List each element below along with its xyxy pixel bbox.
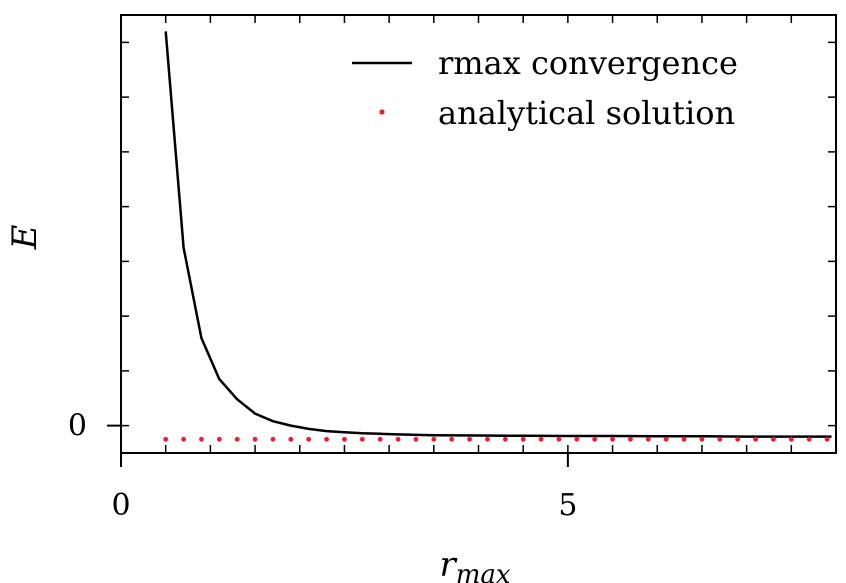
- series-point-analytical-solution: [199, 436, 204, 442]
- series-point-analytical-solution: [431, 436, 437, 442]
- series-point-analytical-solution: [324, 436, 329, 442]
- series-point-analytical-solution: [163, 436, 169, 442]
- series-point-analytical-solution: [538, 436, 544, 442]
- y-axis-label: E: [5, 224, 45, 250]
- series-point-analytical-solution: [449, 436, 455, 442]
- legend-label-analytical-solution: analytical solution: [438, 94, 735, 132]
- legend: rmax convergence analytical solution: [352, 44, 738, 132]
- series-point-analytical-solution: [824, 436, 830, 442]
- series-point-analytical-solution: [574, 436, 580, 442]
- series-point-analytical-solution: [610, 436, 615, 442]
- ticks: 0 5 0: [68, 15, 837, 523]
- series-line-rmax-convergence: [164, 31, 832, 438]
- series-point-analytical-solution: [788, 436, 794, 442]
- series-layer: [163, 31, 832, 442]
- legend-label-rmax-convergence: rmax convergence: [438, 44, 738, 82]
- series-point-analytical-solution: [771, 436, 776, 442]
- series-point-analytical-solution: [717, 436, 723, 442]
- series-point-analytical-solution: [181, 436, 186, 442]
- series-point-analytical-solution: [645, 436, 651, 442]
- series-point-analytical-solution: [342, 436, 347, 442]
- series-point-analytical-solution: [234, 436, 240, 442]
- series-point-analytical-solution: [681, 436, 687, 442]
- series-point-analytical-solution: [288, 436, 294, 442]
- x-axis-label: rmax: [439, 545, 510, 583]
- series-point-analytical-solution: [663, 436, 669, 442]
- series-point-analytical-solution: [216, 436, 222, 442]
- series-point-analytical-solution: [556, 436, 562, 442]
- series-point-analytical-solution: [753, 436, 758, 442]
- series-point-analytical-solution: [735, 436, 741, 442]
- series-point-analytical-solution: [502, 436, 508, 442]
- series-point-analytical-solution: [359, 436, 365, 442]
- series-point-analytical-solution: [306, 436, 312, 442]
- series-point-analytical-solution: [467, 436, 472, 442]
- series-point-analytical-solution: [520, 436, 526, 442]
- series-point-analytical-solution: [806, 436, 812, 442]
- legend-dot-swatch: [379, 109, 385, 115]
- y-tick-label: 0: [68, 409, 87, 444]
- series-point-analytical-solution: [592, 436, 598, 442]
- x-tick-label: 5: [558, 488, 577, 523]
- x-tick-label: 0: [111, 488, 130, 523]
- series-point-analytical-solution: [699, 436, 705, 442]
- series-point-analytical-solution: [628, 436, 633, 442]
- series-point-analytical-solution: [252, 436, 258, 442]
- series-point-analytical-solution: [270, 436, 276, 442]
- series-point-analytical-solution: [413, 436, 419, 442]
- series-point-analytical-solution: [395, 436, 401, 442]
- series-point-analytical-solution: [485, 436, 490, 442]
- series-point-analytical-solution: [377, 436, 383, 442]
